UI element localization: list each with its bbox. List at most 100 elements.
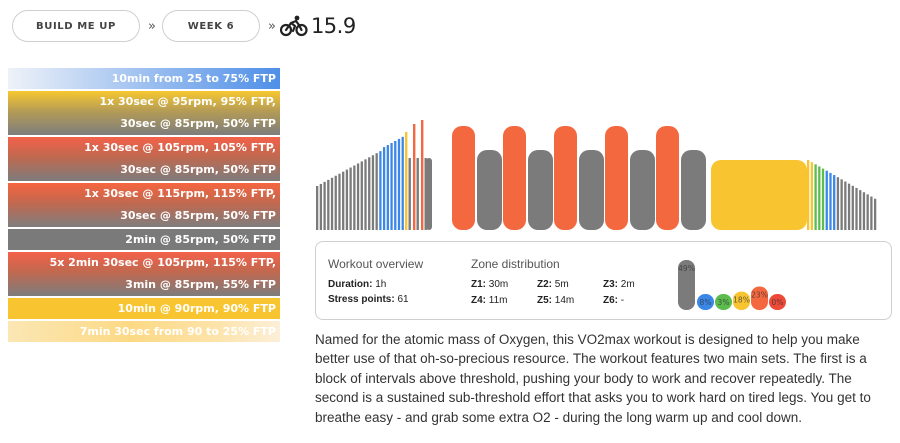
workout-segment bbox=[316, 186, 319, 230]
workout-segment bbox=[375, 153, 378, 230]
workout-segment bbox=[368, 157, 371, 230]
zone-time-3: Z3: 2m bbox=[603, 279, 635, 290]
workout-segment bbox=[382, 147, 386, 230]
workout-profile-chart bbox=[316, 120, 877, 230]
workout-segment bbox=[349, 167, 352, 230]
interval-text: 1x 30sec @ 115rpm, 115% FTP, bbox=[84, 187, 276, 200]
interval-text: 10min from 25 to 75% FTP bbox=[111, 72, 276, 85]
workout-segment bbox=[426, 158, 432, 230]
interval-item[interactable]: 1x 30sec @ 115rpm, 115% FTP, 30sec @ 85rp… bbox=[8, 183, 280, 227]
workout-segment bbox=[818, 166, 821, 230]
workout-segment bbox=[855, 187, 858, 230]
overview-title: Workout overview bbox=[328, 257, 424, 271]
workout-segment bbox=[356, 163, 360, 230]
interval-text: 7min 30sec from 90 to 25% FTP bbox=[79, 325, 276, 338]
workout-segment bbox=[330, 177, 334, 230]
workout-segment bbox=[327, 179, 330, 230]
workout-segment bbox=[605, 126, 628, 230]
workout-segment bbox=[528, 150, 553, 230]
workout-segment bbox=[807, 160, 810, 230]
workout-segment bbox=[829, 172, 832, 230]
workout-segment bbox=[401, 136, 404, 230]
duration: Duration: 1h bbox=[328, 279, 387, 290]
workout-segment bbox=[847, 183, 851, 230]
zone-bar-label: 3% bbox=[718, 298, 730, 307]
workout-segment bbox=[681, 150, 706, 230]
workout-segment bbox=[873, 198, 877, 230]
stress-points: Stress points: 61 bbox=[328, 294, 409, 305]
workout-segment bbox=[345, 169, 349, 230]
zone-bar-label: 49% bbox=[678, 264, 695, 273]
zone-time-5: Z5: 14m bbox=[537, 295, 575, 306]
workout-segment bbox=[360, 161, 363, 230]
breadcrumb: BUILD ME UP » WEEK 6 » 15.9 bbox=[12, 8, 356, 44]
workout-segment bbox=[394, 140, 397, 230]
zone-bar bbox=[697, 294, 714, 310]
zone-bar bbox=[715, 294, 732, 310]
interval-item[interactable]: 1x 30sec @ 95rpm, 95% FTP, 30sec @ 85rpm,… bbox=[8, 91, 280, 135]
workout-segment bbox=[503, 126, 526, 230]
workout-segment bbox=[862, 192, 866, 230]
workout-segment bbox=[656, 126, 679, 230]
interval-item[interactable]: 10min @ 90rpm, 90% FTP bbox=[8, 298, 280, 319]
cyclist-icon bbox=[279, 15, 308, 37]
zone-bar bbox=[733, 291, 750, 310]
workout-score: 15.9 bbox=[310, 14, 356, 38]
zone-bar-label: 0% bbox=[772, 298, 784, 307]
workout-segment bbox=[711, 160, 807, 230]
zone-bar-label: 18% bbox=[733, 296, 750, 305]
workout-segment bbox=[833, 175, 836, 230]
workout-segment bbox=[825, 170, 828, 230]
workout-segment bbox=[814, 164, 817, 230]
workout-segment bbox=[334, 175, 337, 230]
zone-time-2: Z2: 5m bbox=[537, 279, 569, 290]
zone-distribution-chart: 49% 8% 3% 18%23% 0% bbox=[678, 260, 786, 310]
week-button[interactable]: WEEK 6 bbox=[161, 10, 260, 42]
workout-segment bbox=[452, 126, 475, 230]
workout-segment bbox=[836, 177, 840, 230]
interval-text: 3min @ 85rpm, 55% FTP bbox=[125, 278, 276, 291]
workout-segment bbox=[386, 145, 389, 230]
interval-item[interactable]: 1x 30sec @ 105rpm, 105% FTP, 30sec @ 85rp… bbox=[8, 137, 280, 181]
workout-segment bbox=[405, 132, 408, 230]
zone-bar-label: 8% bbox=[700, 298, 712, 307]
interval-text: 1x 30sec @ 105rpm, 105% FTP, bbox=[84, 141, 276, 154]
workout-segment bbox=[319, 183, 323, 230]
breadcrumb-separator: » bbox=[267, 18, 276, 34]
interval-item[interactable]: 7min 30sec from 90 to 25% FTP bbox=[8, 321, 280, 342]
interval-item[interactable]: 2min @ 85rpm, 50% FTP bbox=[8, 229, 280, 250]
workout-segment bbox=[408, 158, 411, 230]
interval-item[interactable]: 10min from 25 to 75% FTP bbox=[8, 68, 280, 89]
workout-segment bbox=[851, 185, 854, 230]
interval-text: 1x 30sec @ 95rpm, 95% FTP, bbox=[99, 95, 276, 108]
workout-segment bbox=[416, 158, 419, 230]
workout-overview-panel: Workout overview Duration: 1h Stress poi… bbox=[315, 241, 892, 320]
interval-text: 10min @ 90rpm, 90% FTP bbox=[117, 302, 276, 315]
workout-segment bbox=[379, 151, 382, 230]
workout-segment bbox=[338, 173, 341, 230]
interval-item[interactable]: 5x 2min 30sec @ 105rpm, 115% FTP, 3min @ … bbox=[8, 252, 280, 296]
zone-bar bbox=[769, 294, 786, 310]
workout-segment bbox=[364, 159, 367, 230]
zone-bar bbox=[678, 260, 695, 310]
workout-segment bbox=[810, 162, 814, 230]
zone-bar-label: 23% bbox=[751, 291, 768, 300]
breadcrumb-separator: » bbox=[148, 18, 156, 34]
workout-segment bbox=[554, 126, 577, 230]
plan-button[interactable]: BUILD ME UP bbox=[12, 10, 140, 42]
interval-text: 30sec @ 85rpm, 50% FTP bbox=[120, 163, 276, 176]
zone-time-6: Z6: - bbox=[603, 295, 625, 306]
interval-text: 30sec @ 85rpm, 50% FTP bbox=[120, 117, 276, 130]
zone-time-1: Z1: 30m bbox=[471, 279, 509, 290]
workout-segment bbox=[421, 120, 424, 230]
workout-segment bbox=[844, 181, 847, 230]
interval-list: 10min from 25 to 75% FTP 1x 30sec @ 95rpm… bbox=[8, 68, 280, 342]
workout-segment bbox=[353, 165, 356, 230]
workout-segment bbox=[579, 150, 604, 230]
interval-text: 30sec @ 85rpm, 50% FTP bbox=[120, 209, 276, 222]
workout-segment bbox=[390, 143, 393, 230]
workout-segment bbox=[424, 158, 427, 230]
interval-text: 5x 2min 30sec @ 105rpm, 115% FTP, bbox=[49, 256, 276, 269]
workout-segment bbox=[840, 179, 843, 230]
interval-text: 2min @ 85rpm, 50% FTP bbox=[125, 233, 276, 246]
